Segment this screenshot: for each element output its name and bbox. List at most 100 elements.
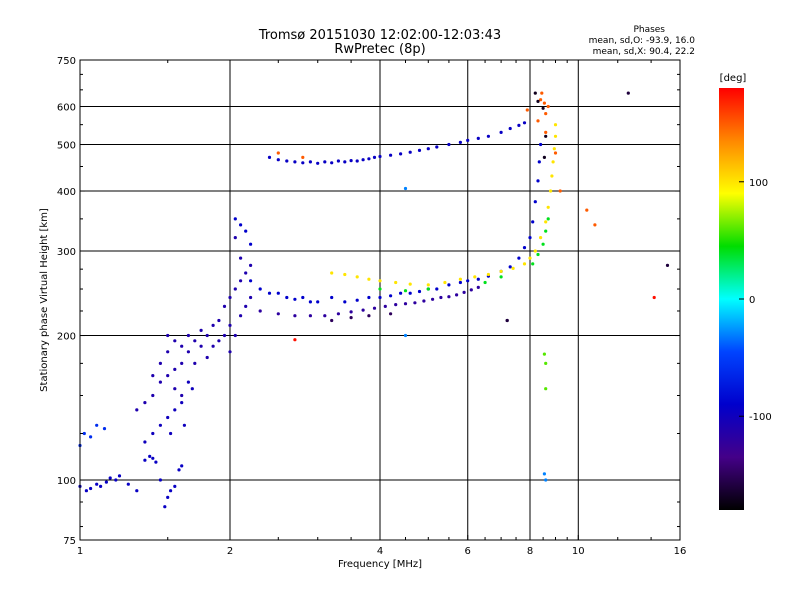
data-point [173,339,177,343]
data-point [117,474,122,478]
data-point [276,151,280,155]
data-point [228,295,232,300]
data-point [217,339,221,343]
data-point [417,289,422,294]
data-point [546,205,550,209]
data-point [169,431,173,436]
data-point [533,200,537,204]
data-point [499,269,503,273]
x-axis-ticks: 1 2 4 6 8 10 16 [77,60,686,557]
data-point [626,91,630,95]
data-point [435,287,439,291]
data-point [169,489,173,493]
data-point [186,380,190,384]
x-tick-label: 10 [572,546,585,557]
data-point [308,314,312,318]
data-point [99,484,103,488]
data-point [443,280,447,285]
data-point [199,344,203,348]
data-point [522,262,527,266]
data-point [399,152,403,156]
data-point [276,312,280,316]
stats-heading: Phases [633,25,665,35]
data-point [544,229,548,233]
data-point [389,312,393,316]
data-point [417,148,422,152]
y-tick-label: 750 [57,56,76,67]
chart-title: Tromsø 20151030 12:02:00-12:03:43 [258,28,501,43]
data-point [499,275,503,279]
data-point [531,262,535,266]
data-point [102,427,107,431]
data-point [355,275,359,279]
data-point [549,189,553,193]
data-point [553,134,558,138]
data-point [550,174,554,178]
data-point [483,280,487,285]
data-point [539,98,543,102]
data-point [267,155,272,159]
data-point [135,408,139,412]
data-point [293,160,297,164]
data-point [447,283,451,287]
data-point [301,155,305,159]
data-point [525,108,529,112]
data-point [151,431,155,436]
data-point [293,297,297,301]
data-point [552,147,556,151]
x-tick-label: 1 [77,546,83,557]
data-point [301,295,305,300]
data-point [233,287,237,291]
data-point [163,505,167,509]
data-point [166,374,170,378]
data-point [537,160,541,164]
data-point [336,312,340,316]
data-point [244,229,248,233]
data-point [233,333,237,338]
data-point [186,350,190,354]
data-point [486,134,490,138]
data-point [228,323,232,327]
data-point [469,288,473,292]
data-point [166,350,170,354]
data-point [367,295,371,300]
x-tick-label: 6 [465,546,471,557]
data-point [439,295,443,300]
data-point [249,263,253,267]
data-point [593,223,597,227]
data-point [180,361,184,365]
data-point [233,217,237,221]
data-point [426,283,430,287]
data-point [323,160,327,164]
y-axis-ticks: 75 100 200 300 400 500 600 750 [57,56,680,547]
data-point [367,157,371,161]
data-point [422,299,426,303]
grid-lines [80,60,680,540]
data-point [330,295,334,300]
data-point [541,242,545,246]
data-point [536,119,540,123]
y-tick-label: 75 [63,536,76,547]
x-tick-label: 2 [227,546,233,557]
data-point [544,112,548,116]
data-point [330,318,334,323]
data-point [486,272,490,277]
data-point [517,256,521,260]
data-point [186,333,190,338]
data-point [276,291,280,295]
data-point [349,310,353,314]
data-point [426,147,430,151]
data-point [389,153,393,157]
data-point [473,275,477,279]
data-point [222,333,227,338]
data-point [239,223,243,227]
colorbar-tick-label: -100 [749,412,772,423]
data-point [544,134,548,138]
data-point [143,401,147,405]
x-axis-label: Frequency [MHz] [338,559,422,570]
data-point [399,291,403,295]
data-point [211,344,215,348]
data-point [372,306,377,310]
data-point [349,316,353,320]
data-point [372,155,377,159]
